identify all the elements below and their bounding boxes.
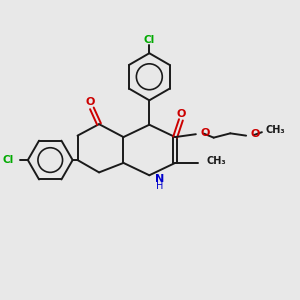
Text: O: O xyxy=(250,130,260,140)
Text: H: H xyxy=(156,181,163,191)
Text: O: O xyxy=(200,128,209,138)
Text: Cl: Cl xyxy=(144,35,155,45)
Text: CH₃: CH₃ xyxy=(206,157,226,166)
Text: O: O xyxy=(86,97,95,107)
Text: N: N xyxy=(155,174,164,184)
Text: O: O xyxy=(176,109,186,118)
Text: Cl: Cl xyxy=(3,155,14,165)
Text: CH₃: CH₃ xyxy=(265,125,285,135)
